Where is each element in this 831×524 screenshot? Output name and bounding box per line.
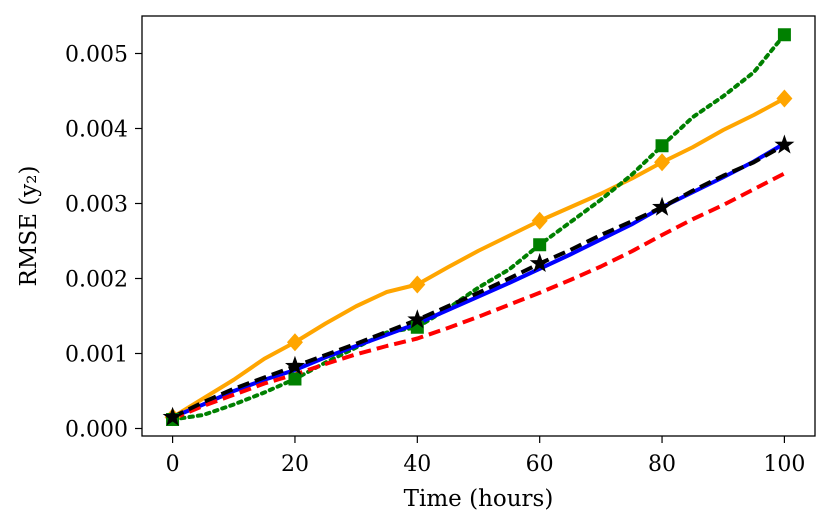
y-tick-label: 0.000 — [65, 418, 128, 443]
marker-black-dashed-star — [407, 309, 428, 329]
marker-black-dashed-star — [162, 406, 183, 426]
marker-green-dotted-square — [655, 139, 669, 153]
marker-orange-solid-diamond — [531, 211, 548, 230]
series-layer — [170, 32, 787, 422]
marker-orange-solid-diamond — [409, 275, 426, 294]
marker-orange-solid-diamond — [654, 153, 671, 172]
marker-black-dashed-star — [774, 134, 795, 154]
series-line-blue-solid — [171, 141, 786, 420]
x-tick-label: 0 — [166, 452, 180, 477]
y-tick-label: 0.003 — [65, 193, 128, 218]
series-line-red-dashed — [171, 171, 786, 421]
series-line-black-dashed-star — [171, 143, 786, 420]
series-line-green-dotted-square — [170, 32, 787, 422]
x-tick-label: 100 — [763, 452, 805, 477]
y-axis: 0.000 0.001 0.002 0.003 0.004 0.005 — [65, 43, 142, 443]
y-tick-label: 0.004 — [65, 118, 128, 143]
x-tick-label: 60 — [526, 452, 554, 477]
series-line-orange-solid-diamond — [171, 96, 786, 419]
y-axis-label: RMSE (y₂) — [16, 166, 42, 287]
x-axis: 0 20 40 60 80 100 — [166, 436, 805, 477]
marker-black-dashed-star — [529, 253, 550, 272]
y-tick-label: 0.001 — [65, 343, 128, 368]
marker-green-dotted-square — [533, 238, 547, 252]
x-tick-label: 80 — [648, 452, 676, 477]
x-axis-label: Time (hours) — [404, 486, 554, 512]
plot-frame — [141, 15, 816, 437]
x-tick-label: 40 — [403, 452, 431, 477]
marker-green-dotted-square — [288, 372, 302, 386]
y-tick-label: 0.005 — [65, 43, 128, 68]
marker-black-dashed-star — [652, 196, 673, 216]
y-tick-label: 0.002 — [65, 268, 128, 293]
marker-black-dashed-star — [284, 355, 305, 375]
x-tick-label: 20 — [281, 452, 309, 477]
marker-layer — [162, 28, 795, 427]
marker-orange-solid-diamond — [776, 89, 793, 108]
marker-green-dotted-square — [777, 28, 791, 42]
marker-orange-solid-diamond — [286, 333, 303, 352]
